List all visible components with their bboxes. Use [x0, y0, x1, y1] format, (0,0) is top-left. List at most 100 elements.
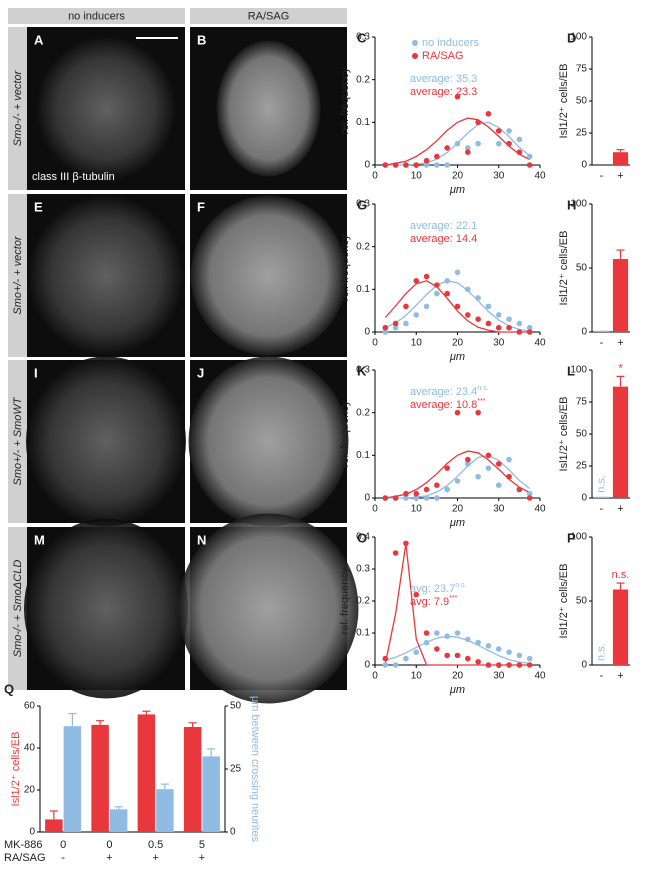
y-tick-label: 50 [576, 429, 588, 440]
data-point [403, 655, 409, 662]
data-point [465, 456, 471, 463]
data-point [454, 269, 461, 276]
data-point [454, 303, 461, 310]
data-point [506, 140, 512, 147]
data-point [434, 162, 440, 168]
data-point [516, 329, 523, 335]
data-point [526, 495, 533, 501]
data-point [413, 649, 420, 655]
x-tick-label: 10 [411, 671, 423, 682]
data-point [475, 316, 481, 323]
column-header: RA/SAG [248, 10, 290, 22]
data-point [413, 495, 420, 501]
micrograph-cell [178, 513, 359, 704]
panel-letter: P [567, 530, 576, 545]
annotation: average: 23.3 [410, 86, 477, 98]
y-tick-label: 0.2 [356, 241, 370, 252]
data-point [403, 320, 409, 327]
panel-letter: K [357, 363, 367, 378]
y-axis-label: Isl1/2⁺ cells/EB [558, 564, 570, 639]
x-tick-label: 20 [452, 338, 464, 349]
data-point [485, 662, 492, 668]
data-point [454, 630, 461, 636]
bar [156, 789, 174, 832]
data-point [423, 495, 430, 501]
annotation: average: 35.3 [410, 73, 477, 85]
x-tick-label: 20 [452, 671, 464, 682]
annotation: average: 14.4 [410, 233, 477, 245]
bar [612, 386, 629, 498]
x-tick-label: 10 [411, 171, 423, 182]
data-point [506, 662, 512, 668]
data-point [413, 162, 420, 168]
y-tick-label: 0 [364, 327, 370, 338]
y-tick-label: 0.3 [356, 365, 370, 376]
panel-letter: H [567, 197, 576, 212]
data-point [475, 295, 481, 301]
data-point [485, 452, 492, 459]
data-point [516, 652, 523, 659]
data-point [444, 465, 450, 471]
y-tick-label: 50 [576, 596, 588, 607]
data-point [495, 128, 502, 134]
data-point [382, 324, 389, 331]
data-point [423, 157, 430, 164]
x-tick-label: 40 [534, 338, 546, 349]
data-point [444, 633, 450, 639]
bar [593, 330, 610, 332]
y-tick-label: 40 [24, 743, 36, 754]
category-row-label: RA/SAG [4, 852, 46, 864]
x-tick-label: 30 [493, 171, 505, 182]
data-point [403, 303, 409, 310]
y-axis-label: Isl1/2⁺ cells/EB [558, 64, 570, 139]
y-axis-label: rel. frequency [339, 67, 351, 134]
legend-marker [412, 53, 418, 59]
data-point [382, 495, 389, 501]
y-tick-label: 0.1 [356, 117, 370, 128]
data-point [444, 145, 450, 151]
data-point [392, 662, 399, 668]
panel-letter: O [357, 530, 367, 545]
micrograph-cell [28, 195, 184, 356]
y-axis-label: rel. frequency [339, 400, 351, 467]
data-point [506, 324, 512, 331]
x-tick-label: 0 [372, 338, 378, 349]
data-point [403, 540, 409, 547]
bar [612, 152, 629, 165]
y-tick-label: 0 [29, 827, 35, 838]
data-point [495, 324, 502, 331]
data-point [526, 662, 533, 668]
row-label-bg [8, 527, 27, 690]
panel-letter: Q [4, 681, 14, 696]
y-tick-label: 50 [576, 263, 588, 274]
x-tick-label: + [617, 170, 623, 182]
y-tick-label: 0 [581, 160, 587, 171]
x-tick-label: 0 [372, 171, 378, 182]
row-label: Smo-/- + vector [12, 69, 24, 146]
micrograph-cell [26, 356, 186, 527]
row-label-bg [8, 360, 27, 523]
y-axis-label: rel. frequency [339, 234, 351, 301]
bar [593, 496, 610, 498]
annotation: average: 22.1 [410, 220, 477, 232]
data-point [454, 478, 461, 484]
data-point [382, 662, 389, 668]
y-tick-label: 0.2 [356, 407, 370, 418]
x-tick-label: 40 [534, 504, 546, 515]
fit-curve [385, 454, 531, 499]
fit-curve [385, 450, 530, 499]
data-point [516, 136, 523, 143]
y-axis-label: rel. frequency [339, 567, 351, 634]
panel-letter: B [197, 32, 206, 47]
row-label: Smo-/- + SmoΔCLD [12, 560, 24, 658]
data-point [423, 303, 430, 310]
y-tick-label: 0 [581, 660, 587, 671]
annotation: avg: 23.7n.s. [410, 582, 467, 595]
y2-tick-label: 0 [230, 827, 236, 838]
y-tick-label: 0 [364, 660, 370, 671]
y2-tick-label: 25 [230, 764, 242, 775]
panel-letter: L [567, 363, 575, 378]
data-point [495, 662, 502, 668]
